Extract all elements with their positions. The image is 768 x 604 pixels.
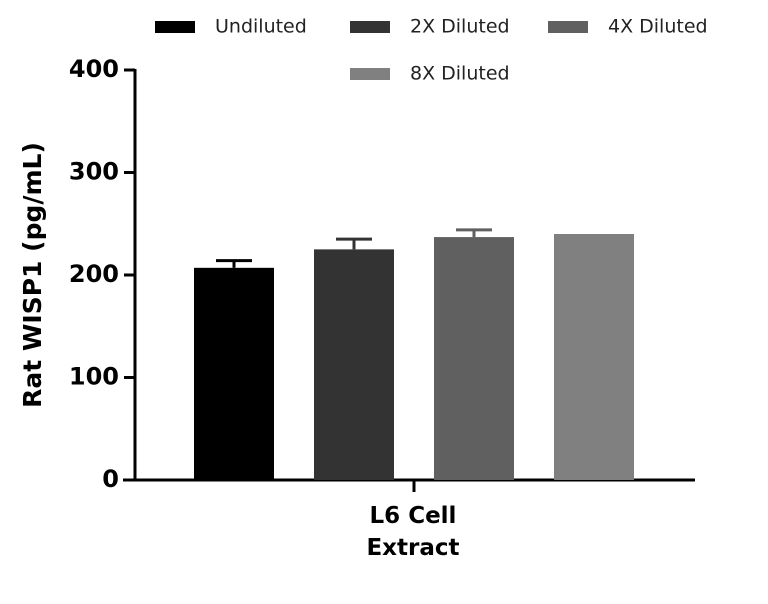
legend-label: 4X Diluted bbox=[608, 16, 708, 38]
error-bar bbox=[456, 228, 492, 238]
y-tick-label: 0 bbox=[102, 465, 119, 493]
bar bbox=[314, 249, 394, 480]
legend-label: 2X Diluted bbox=[410, 16, 510, 38]
legend-swatch bbox=[350, 68, 390, 80]
bar bbox=[434, 237, 514, 480]
legend-label: 8X Diluted bbox=[410, 63, 510, 85]
y-axis-label: Rat WISP1 (pg/mL) bbox=[18, 142, 47, 408]
x-tick-label: L6 Cell Extract bbox=[366, 503, 460, 561]
y-tick-label: 100 bbox=[69, 363, 119, 391]
legend-swatch bbox=[350, 21, 390, 33]
legend-swatch bbox=[155, 21, 195, 33]
legend-label: Undiluted bbox=[215, 16, 307, 38]
y-tick-label: 200 bbox=[69, 260, 119, 288]
legend-swatch bbox=[548, 21, 588, 33]
error-bar bbox=[336, 237, 372, 250]
y-tick-label: 400 bbox=[69, 55, 119, 83]
bar bbox=[554, 234, 634, 480]
error-bar bbox=[216, 259, 252, 268]
y-tick-label: 300 bbox=[69, 158, 119, 186]
bar bbox=[194, 267, 274, 480]
